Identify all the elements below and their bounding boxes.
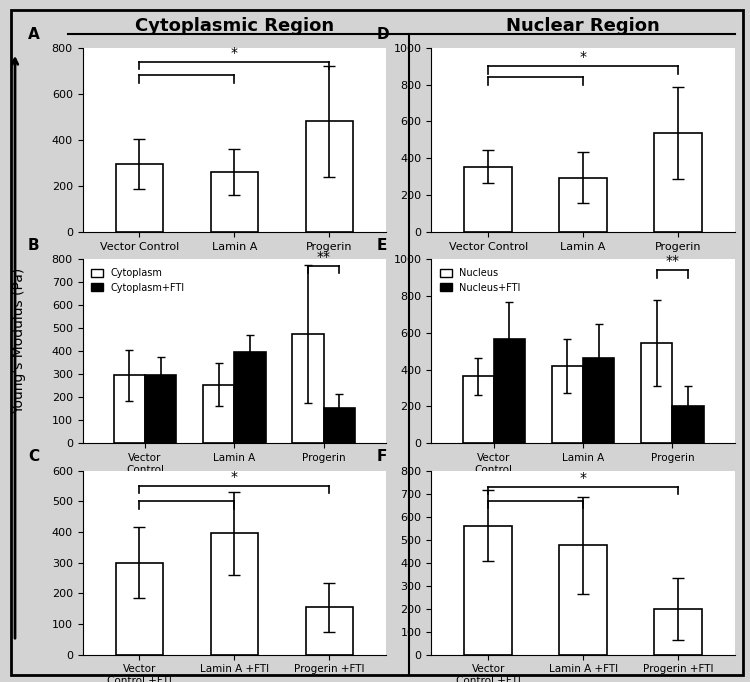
Text: Nuclear Region: Nuclear Region (506, 17, 660, 35)
Bar (116, 164, 164, 232)
Text: F: F (376, 449, 387, 464)
Bar (673, 406, 704, 443)
Bar (305, 121, 353, 232)
Text: C: C (28, 449, 39, 464)
Text: **: ** (316, 250, 331, 264)
Bar (114, 375, 145, 443)
Bar (234, 353, 266, 443)
Legend: Nucleus, Nucleus+FTI: Nucleus, Nucleus+FTI (436, 264, 525, 297)
Bar (116, 563, 164, 655)
Text: Cytoplasmic Region: Cytoplasmic Region (135, 17, 334, 35)
Bar (584, 357, 614, 443)
Bar (654, 134, 702, 232)
Text: *: * (580, 471, 586, 485)
Bar (211, 533, 258, 655)
Bar (560, 177, 607, 232)
Text: D: D (376, 27, 389, 42)
Bar (494, 339, 525, 443)
Bar (654, 608, 702, 655)
Bar (324, 408, 355, 443)
Bar (203, 385, 234, 443)
Text: Young's Modulus (Pa): Young's Modulus (Pa) (12, 268, 26, 414)
Legend: Cytoplasm, Cytoplasm+FTI: Cytoplasm, Cytoplasm+FTI (87, 264, 189, 297)
Bar (464, 526, 512, 655)
Bar (211, 172, 258, 232)
Bar (305, 607, 353, 655)
Text: **: ** (665, 254, 680, 269)
Text: E: E (376, 238, 387, 253)
Text: *: * (580, 50, 586, 64)
Text: *: * (231, 46, 238, 60)
Bar (292, 334, 324, 443)
Bar (145, 375, 176, 443)
Bar (463, 376, 494, 443)
Text: *: * (231, 470, 238, 484)
Text: A: A (28, 27, 40, 42)
Bar (464, 166, 512, 232)
Bar (552, 366, 584, 443)
Bar (560, 546, 607, 655)
Text: B: B (28, 238, 40, 253)
Bar (641, 343, 673, 443)
